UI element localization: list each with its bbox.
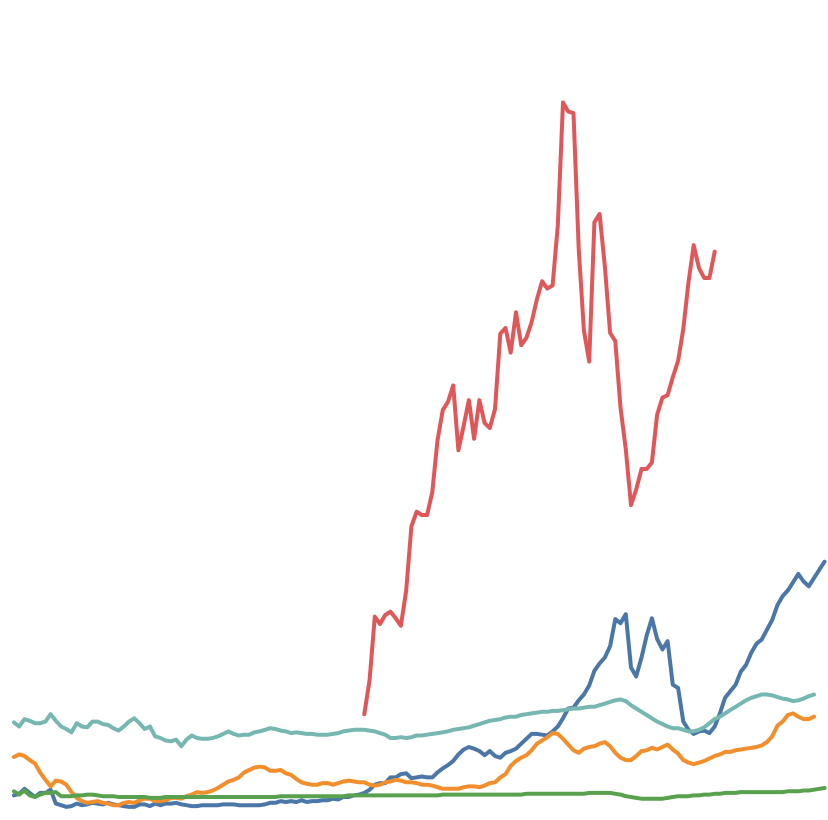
series-layer <box>12 100 827 809</box>
series-line-orange <box>12 711 816 808</box>
series-line-green <box>12 786 827 801</box>
series-line-teal <box>12 692 816 749</box>
series-line-blue <box>12 559 827 809</box>
series-line-red <box>362 100 717 717</box>
